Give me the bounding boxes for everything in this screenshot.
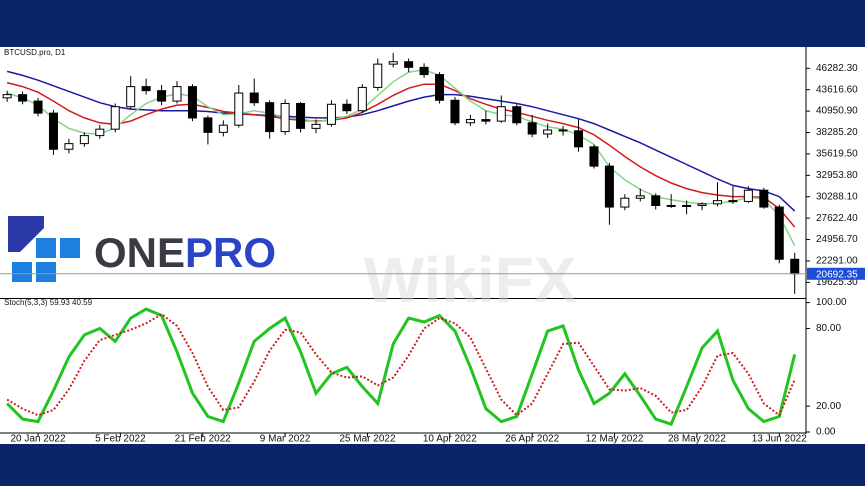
candle-body xyxy=(496,106,506,122)
y-tick-label: 24956.70 xyxy=(816,234,858,245)
x-tick-label: 28 May 2022 xyxy=(668,434,726,445)
logo-shape xyxy=(12,262,32,282)
candle-body xyxy=(172,86,182,102)
x-tick-label: 13 Jun 2022 xyxy=(752,434,807,445)
last-price-label: 20692.35 xyxy=(816,269,858,280)
y-tick-label: 27622.40 xyxy=(816,213,858,224)
candle-body xyxy=(450,99,460,124)
candle-body xyxy=(203,117,213,133)
candle-body xyxy=(2,94,12,99)
candle-body xyxy=(589,146,599,167)
candle-body xyxy=(404,61,414,68)
last-price-box xyxy=(807,267,865,280)
candle-body xyxy=(481,119,491,122)
candle-body xyxy=(527,122,537,135)
y-tick-label: 80.00 xyxy=(816,323,841,334)
y-tick-label: 46282.30 xyxy=(816,63,858,74)
candle-body xyxy=(311,123,321,129)
candle-body xyxy=(651,195,661,206)
candle-body xyxy=(373,63,383,88)
candle-body xyxy=(712,200,722,205)
panel-title: BTCUSD.pro, D1 xyxy=(4,48,66,57)
candle-body xyxy=(790,258,800,275)
x-tick-label: 26 Apr 2022 xyxy=(505,434,559,445)
logo-shape xyxy=(36,238,56,258)
y-tick-label: 100.00 xyxy=(816,297,847,308)
candle-body xyxy=(280,102,290,133)
x-tick-label: 12 May 2022 xyxy=(586,434,644,445)
indicator-line xyxy=(6,307,797,427)
candle-body xyxy=(558,129,568,132)
candle-body xyxy=(157,90,167,102)
candle-body xyxy=(33,100,43,114)
candle-body xyxy=(620,197,630,208)
candle-body xyxy=(774,206,784,260)
candle-body xyxy=(543,129,553,135)
logo-shape xyxy=(36,262,56,282)
candle-body xyxy=(759,189,769,208)
candle-body xyxy=(697,203,707,206)
x-tick-label: 9 Mar 2022 xyxy=(260,434,311,445)
candle-body xyxy=(465,119,475,124)
y-tick-label: 30288.10 xyxy=(816,191,858,202)
candle-body xyxy=(388,61,398,65)
candle-body xyxy=(141,86,151,92)
candle-body xyxy=(95,128,105,137)
candle-body xyxy=(126,86,136,108)
logo-shape xyxy=(60,238,80,258)
logo-part: PRO xyxy=(185,229,276,276)
y-tick-label: 38285.20 xyxy=(816,127,858,138)
candle-body xyxy=(574,130,584,148)
candle-body xyxy=(234,92,244,126)
x-tick-label: 20 Jan 2022 xyxy=(11,434,66,445)
candle-body xyxy=(18,94,28,102)
candle-body xyxy=(682,204,692,207)
x-tick-label: 21 Feb 2022 xyxy=(175,434,232,445)
y-tick-label: 22291.00 xyxy=(816,256,858,267)
y-tick-label: 20.00 xyxy=(816,401,841,412)
chart-area xyxy=(0,47,865,444)
panel-title: Stoch(5,3,3) 59.93 40.59 xyxy=(4,298,93,307)
candle-body xyxy=(218,124,228,133)
indicator-line xyxy=(6,312,796,417)
logo-shape xyxy=(8,216,44,252)
candle-body xyxy=(357,86,367,112)
candle-body xyxy=(743,189,753,202)
candle-body xyxy=(64,143,74,150)
x-tick-label: 5 Feb 2022 xyxy=(95,434,146,445)
candle-body xyxy=(326,103,336,125)
candle-body xyxy=(265,102,275,133)
indicator-line xyxy=(6,81,796,228)
candle-body xyxy=(512,106,522,124)
logo: ONEPRO xyxy=(8,216,276,282)
x-tick-label: 10 Apr 2022 xyxy=(423,434,477,445)
y-tick-label: 35619.50 xyxy=(816,149,858,160)
candle-body xyxy=(249,92,259,104)
candle-body xyxy=(419,66,429,76)
y-tick-label: 40950.90 xyxy=(816,106,858,117)
indicator-line xyxy=(6,69,796,246)
x-tick-label: 25 Mar 2022 xyxy=(339,434,396,445)
watermark: WikiFX xyxy=(364,244,577,316)
candle-body xyxy=(296,102,306,129)
candle-body xyxy=(604,165,614,208)
candle-body xyxy=(79,135,89,145)
logo-text: ONEPRO xyxy=(94,229,276,276)
candle-body xyxy=(187,86,197,119)
y-tick-label: 0.00 xyxy=(816,427,836,438)
candle-body xyxy=(666,204,676,207)
candle-body xyxy=(110,106,120,130)
y-tick-label: 43616.60 xyxy=(816,84,858,95)
candle-body xyxy=(342,103,352,112)
y-tick-label: 19625.30 xyxy=(816,277,858,288)
y-tick-label: 32953.80 xyxy=(816,170,858,181)
candle-body xyxy=(435,74,445,101)
candle-body xyxy=(728,200,738,203)
candle-body xyxy=(48,112,58,150)
logo-part: ONE xyxy=(94,229,185,276)
candle-body xyxy=(635,195,645,199)
